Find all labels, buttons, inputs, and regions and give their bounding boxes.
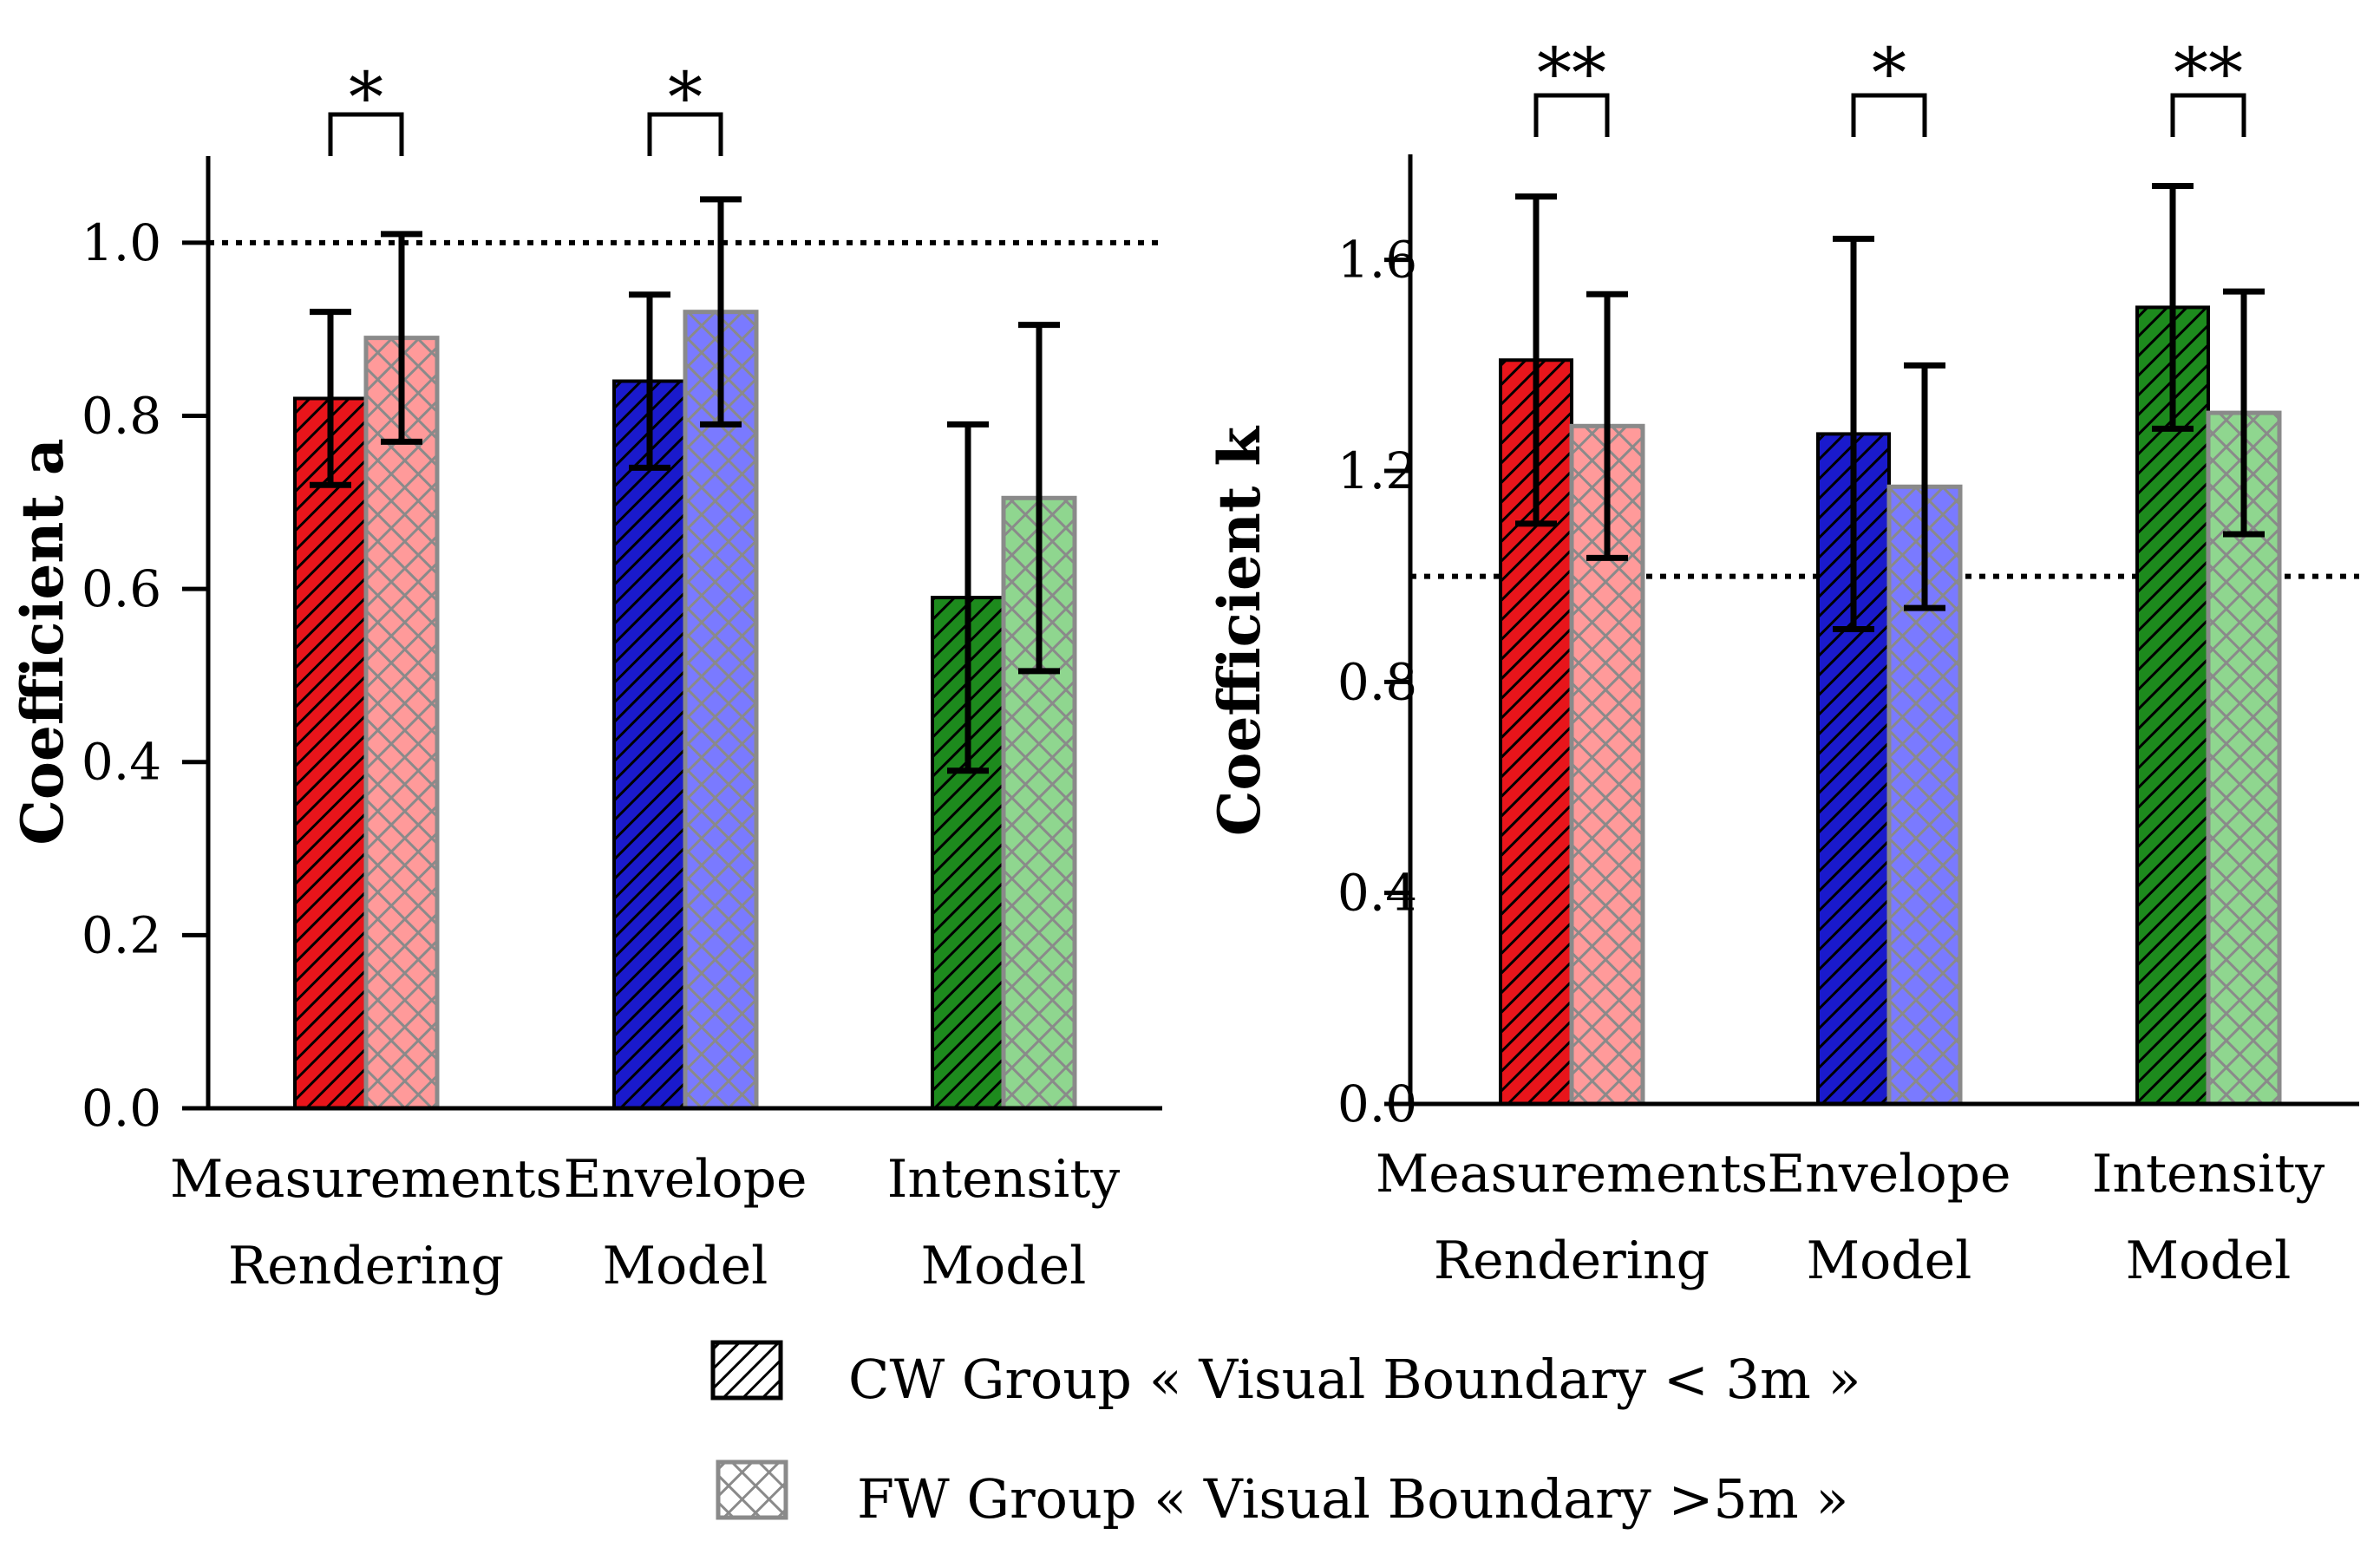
category-label-line1: Intensity <box>887 1149 1121 1210</box>
category-label-line1: Envelope <box>563 1149 807 1210</box>
legend-swatch-fw <box>716 1459 788 1520</box>
errorbar-cw-1 <box>1833 235 1874 632</box>
significance-marker: * <box>1872 33 1906 114</box>
bar-fw-0 <box>363 336 440 1111</box>
errorbar-cw-0 <box>310 309 351 488</box>
errorbar-fw-0 <box>1586 291 1628 561</box>
bar-cw-1 <box>612 379 687 1110</box>
bar-cw-0 <box>293 396 368 1110</box>
y-tick-label: 0.2 <box>82 905 161 964</box>
significance-marker: * <box>668 57 703 138</box>
y-axis-label: Coefficient k <box>1206 426 1273 836</box>
errorbar-cw-1 <box>629 291 670 471</box>
category-label-line1: Measurements <box>1376 1144 1768 1205</box>
category-label-line2: Model <box>1807 1231 1972 1291</box>
y-tick-label: 0.8 <box>1337 652 1417 711</box>
legend: CW Group « Visual Boundary < 3m » FW Gro… <box>710 1340 1860 1531</box>
errorbar-fw-0 <box>381 231 422 445</box>
category-label-line1: Envelope <box>1767 1144 2011 1205</box>
category-label-line1: Measurements <box>170 1149 562 1210</box>
y-tick-label: 0.8 <box>82 386 161 445</box>
panel-coefficient-a: 0.0 0.2 0.4 0.6 0.8 1.0 Coefficient a Measureme… <box>9 57 1162 1296</box>
y-tick-label: 0.0 <box>82 1079 161 1138</box>
category-label-line2: Rendering <box>228 1236 504 1296</box>
significance-marker: * <box>349 57 383 138</box>
y-axis-label: Coefficient a <box>9 438 76 845</box>
errorbar-fw-2 <box>2223 288 2265 538</box>
significance-bracket <box>647 112 723 156</box>
bar-fw-2 <box>2206 410 2282 1107</box>
y-tick-label: 0.4 <box>82 733 161 792</box>
significance-marker: ** <box>1537 33 1606 114</box>
panel-coefficient-k: 0.0 0.4 0.8 1.2 1.6 Coefficient k Measurements… <box>1206 33 2359 1291</box>
significance-bracket <box>1851 93 1927 137</box>
category-label-line2: Rendering <box>1434 1231 1710 1291</box>
legend-swatch-cw <box>710 1340 783 1401</box>
bar-fw-1 <box>683 310 759 1111</box>
y-tick-label: 1.6 <box>1337 231 1417 290</box>
legend-label-cw: CW Group « Visual Boundary < 3m » <box>848 1348 1860 1411</box>
errorbar-cw-2 <box>2152 183 2194 432</box>
errorbar-fw-1 <box>700 196 742 428</box>
category-label-line2: Model <box>2126 1231 2292 1291</box>
category-label-line2: Model <box>603 1236 768 1296</box>
y-tick-label: 1.2 <box>1337 441 1417 500</box>
category-label-line1: Intensity <box>2092 1144 2325 1205</box>
significance-bracket <box>1533 93 1610 137</box>
errorbar-fw-1 <box>1904 362 1945 611</box>
errorbar-cw-2 <box>947 421 989 774</box>
errorbar-fw-2 <box>1018 322 1060 675</box>
category-label-line2: Model <box>921 1236 1087 1296</box>
significance-bracket <box>2170 93 2246 137</box>
significance-marker: ** <box>2174 33 2243 114</box>
y-tick-label: 0.6 <box>82 559 161 618</box>
y-tick-label: 0.4 <box>1337 864 1417 923</box>
errorbar-cw-0 <box>1515 193 1557 527</box>
significance-bracket <box>328 112 404 156</box>
legend-label-fw: FW Group « Visual Boundary >5m » <box>857 1467 1848 1531</box>
y-tick-label: 0.0 <box>1337 1074 1417 1133</box>
y-tick-label: 1.0 <box>82 213 161 272</box>
